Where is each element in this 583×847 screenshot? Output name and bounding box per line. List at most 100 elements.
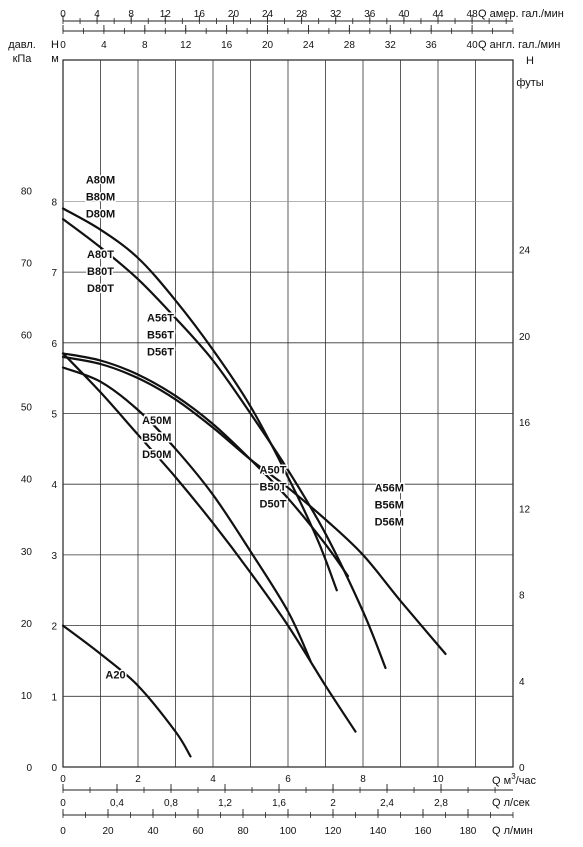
- y-kpa-tick-label: 80: [21, 186, 33, 197]
- x-ukgal-tick-label: 32: [385, 40, 397, 51]
- y-ft-tick-label: 16: [519, 418, 531, 429]
- curve-series: [61, 207, 338, 592]
- y-m-tick-label: 6: [51, 339, 57, 350]
- y-kpa-tick-label: 30: [21, 547, 33, 558]
- x-ls-tick-label: 2,4: [380, 798, 394, 809]
- x-lmin-tick-label: 20: [102, 826, 114, 837]
- x-ukgal-tick-label: 16: [221, 40, 233, 51]
- x-ukgal-tick-label: 20: [262, 40, 274, 51]
- curve-label: D50T: [260, 499, 287, 511]
- y-ft-tick-label: 8: [519, 591, 525, 602]
- y-m-tick-label: 2: [51, 622, 57, 633]
- y-m-tick-label: 3: [51, 551, 57, 562]
- x-ukgal-tick-label: 36: [426, 40, 438, 51]
- curve-label: D80M: [86, 209, 115, 221]
- x-usgal-tick-label: 4: [94, 9, 100, 20]
- x-m3h-tick-label: 2: [135, 774, 141, 785]
- x-usgal-tick-label: 48: [467, 9, 479, 20]
- x-usgal-tick-label: 8: [128, 9, 134, 20]
- x-ls-tick-label: 1,6: [272, 798, 286, 809]
- x-usgal-tick-label: 28: [296, 9, 308, 20]
- curve-label: D56M: [375, 516, 404, 528]
- y-kpa-tick-label: 20: [21, 619, 33, 630]
- x-lmin-tick-label: 0: [60, 826, 66, 837]
- y-ft-tick-label: 4: [519, 677, 525, 688]
- x-lmin-tick-label: 160: [415, 826, 432, 837]
- x-lmin-label: Q л/мин: [492, 825, 533, 837]
- curve-series: [61, 352, 357, 733]
- y-m-tick-label: 5: [51, 410, 57, 421]
- x-ukgal-label: Q англ. гал./мин: [478, 39, 560, 51]
- y-kpa-label: давл.: [8, 39, 36, 51]
- x-m3h-tick-label: 10: [432, 774, 444, 785]
- x-lmin-tick-label: 40: [147, 826, 159, 837]
- x-ls-label: Q л/сек: [492, 797, 530, 809]
- y-m-tick-label: 7: [51, 268, 57, 279]
- x-ls-tick-label: 1,2: [218, 798, 232, 809]
- curve-label: B50T: [260, 482, 287, 494]
- x-usgal-tick-label: 40: [398, 9, 410, 20]
- x-usgal-tick-label: 24: [262, 9, 274, 20]
- x-usgal-tick-label: 32: [330, 9, 342, 20]
- curve-label: A20: [105, 670, 125, 682]
- y-ft-label: H: [526, 55, 534, 67]
- x-usgal-tick-label: 20: [228, 9, 240, 20]
- x-m3h-tick-label: 6: [285, 774, 291, 785]
- x-usgal-tick-label: 36: [364, 9, 376, 20]
- curve-label: A56T: [147, 313, 174, 325]
- x-lmin-tick-label: 120: [325, 826, 342, 837]
- x-ls-tick-label: 2: [330, 798, 336, 809]
- x-ukgal-tick-label: 12: [180, 40, 192, 51]
- x-ukgal-tick-label: 8: [142, 40, 148, 51]
- curve-series: [61, 352, 350, 578]
- curve-label: B56T: [147, 330, 174, 342]
- y-kpa-tick-label: 0: [26, 763, 32, 774]
- x-ls-tick-label: 0: [60, 798, 66, 809]
- x-m3h-tick-label: 0: [60, 774, 66, 785]
- curve-label: B80T: [87, 266, 114, 278]
- y-kpa-unit: кПа: [13, 53, 33, 65]
- x-m3h-tick-label: 8: [360, 774, 366, 785]
- y-ft-tick-label: 12: [519, 504, 531, 515]
- x-ukgal-tick-label: 28: [344, 40, 356, 51]
- y-ft-unit: футы: [516, 77, 543, 89]
- x-m3h-tick-label: 4: [210, 774, 216, 785]
- curve-label: D50M: [142, 449, 171, 461]
- x-ukgal-tick-label: 4: [101, 40, 107, 51]
- curve-label: A50M: [142, 415, 171, 427]
- y-kpa-tick-label: 60: [21, 331, 33, 342]
- y-ft-tick-label: 24: [519, 246, 531, 257]
- curve-label: D80T: [87, 283, 114, 295]
- x-ukgal-tick-label: 0: [60, 40, 66, 51]
- x-ls-tick-label: 0,8: [164, 798, 178, 809]
- curve-label: A56M: [375, 482, 404, 494]
- x-usgal-tick-label: 12: [160, 9, 172, 20]
- curve-label: B56M: [375, 499, 404, 511]
- curve-label: B50M: [142, 432, 171, 444]
- y-kpa-tick-label: 50: [21, 403, 33, 414]
- y-m-label: H: [51, 39, 59, 51]
- y-m-tick-label: 4: [51, 480, 57, 491]
- y-m-tick-label: 0: [51, 763, 57, 774]
- x-lmin-tick-label: 180: [460, 826, 477, 837]
- x-usgal-tick-label: 0: [60, 9, 66, 20]
- x-lmin-tick-label: 60: [192, 826, 204, 837]
- curve-label: A80T: [87, 249, 114, 261]
- x-lmin-tick-label: 100: [280, 826, 297, 837]
- x-usgal-tick-label: 16: [194, 9, 206, 20]
- x-ukgal-tick-label: 24: [303, 40, 315, 51]
- grid-lines: [62, 59, 514, 768]
- y-kpa-tick-label: 40: [21, 475, 33, 486]
- y-kpa-tick-label: 70: [21, 259, 33, 270]
- y-m-tick-label: 8: [51, 197, 57, 208]
- curve-label: A50T: [260, 465, 287, 477]
- curves: [61, 207, 447, 758]
- curve-label: A80M: [86, 175, 115, 187]
- curve-series: [61, 355, 447, 655]
- x-ls-tick-label: 2,8: [434, 798, 448, 809]
- y-ft-tick-label: 0: [519, 763, 525, 774]
- curve-labels: A80M B80M D80M A80T B80T D80T A56T B56T D56T A50M…: [84, 173, 405, 683]
- x-ls-tick-label: 0,4: [110, 798, 124, 809]
